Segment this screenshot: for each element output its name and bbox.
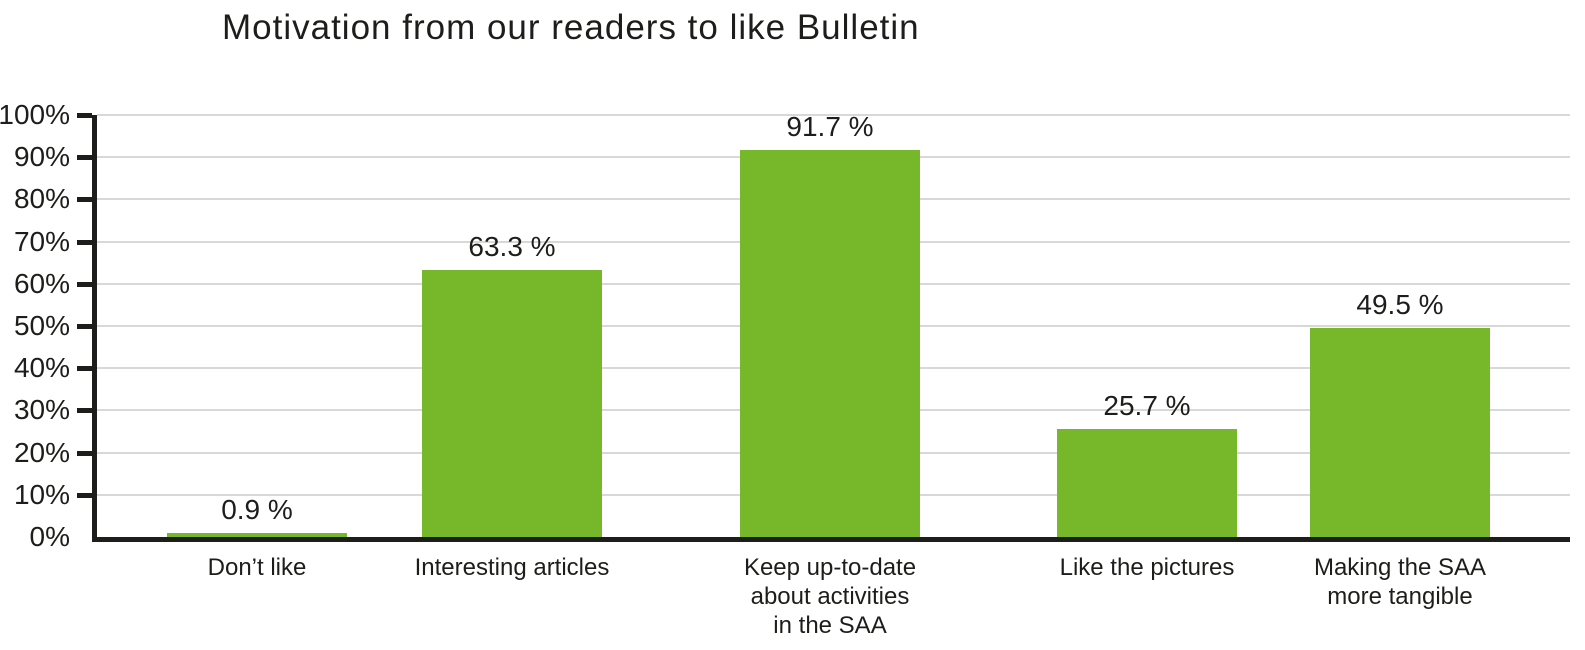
category-label-1: Don’t like [77,553,437,582]
y-axis-tick-60 [77,281,92,287]
y-axis-tick-70 [77,239,92,245]
category-label-line: Don’t like [207,554,307,581]
y-axis-tick-20 [77,450,92,456]
bar-1 [167,533,347,537]
plot-area: 0% 10% 20% 30% 40% 50% 60% 70% 80% 90% 100% 0.9 % Do… [0,99,1570,639]
y-tick-label-0: 0% [29,521,70,552]
bar-3 [740,150,920,537]
bar-value-label-3: 91.7 % [786,111,874,143]
category-label-line: Making the SAA [1313,554,1487,581]
bar-value-label-1: 0.9 % [221,494,293,526]
chart-title: Motivation from our readers to like Bull… [222,8,920,47]
y-axis-tick-30 [77,408,92,414]
bar-5 [1310,328,1490,537]
y-tick-label-60: 60% [13,267,70,299]
y-axis-tick-90 [77,155,92,161]
bar-value-label-2: 63.3 % [468,230,556,262]
y-tick-label-80: 80% [13,183,70,215]
y-tick-label-70: 70% [13,225,70,257]
y-axis-tick-10 [77,492,92,498]
category-label-line: Interesting articles [414,554,610,581]
y-axis-tick-40 [77,366,92,372]
y-axis-tick-50 [77,324,92,329]
category-label-2: Interesting articles [332,553,692,582]
y-tick-label-40: 40% [13,352,70,384]
category-label-4: Like the pictures [967,553,1327,582]
y-tick-label-100: 100% [0,99,70,130]
y-tick-label-10: 10% [13,478,70,510]
gridline-100 [97,114,1570,116]
y-axis-tick-100 [77,113,92,118]
category-label-line: Keep up-to-date [743,554,917,581]
category-label-line: in the SAA [773,612,887,639]
y-tick-label-30: 30% [13,394,70,426]
bar-4 [1057,428,1237,537]
y-tick-label-90: 90% [13,141,70,173]
category-label-line: more tangible [1327,583,1473,610]
y-tick-label-20: 20% [13,436,70,468]
category-label-3: Keep up-to-date about activities in the SA… [650,553,1010,640]
y-tick-label-50: 50% [13,310,70,341]
category-label-line: about activities [750,583,910,610]
bar-value-label-4: 25.7 % [1103,389,1191,421]
y-axis-tick-80 [77,197,92,203]
bar-value-label-5: 49.5 % [1356,289,1444,321]
category-label-line: Like the pictures [1059,554,1235,581]
category-label-5: Making the SAA more tangible [1220,553,1580,611]
bar-2 [422,269,602,537]
